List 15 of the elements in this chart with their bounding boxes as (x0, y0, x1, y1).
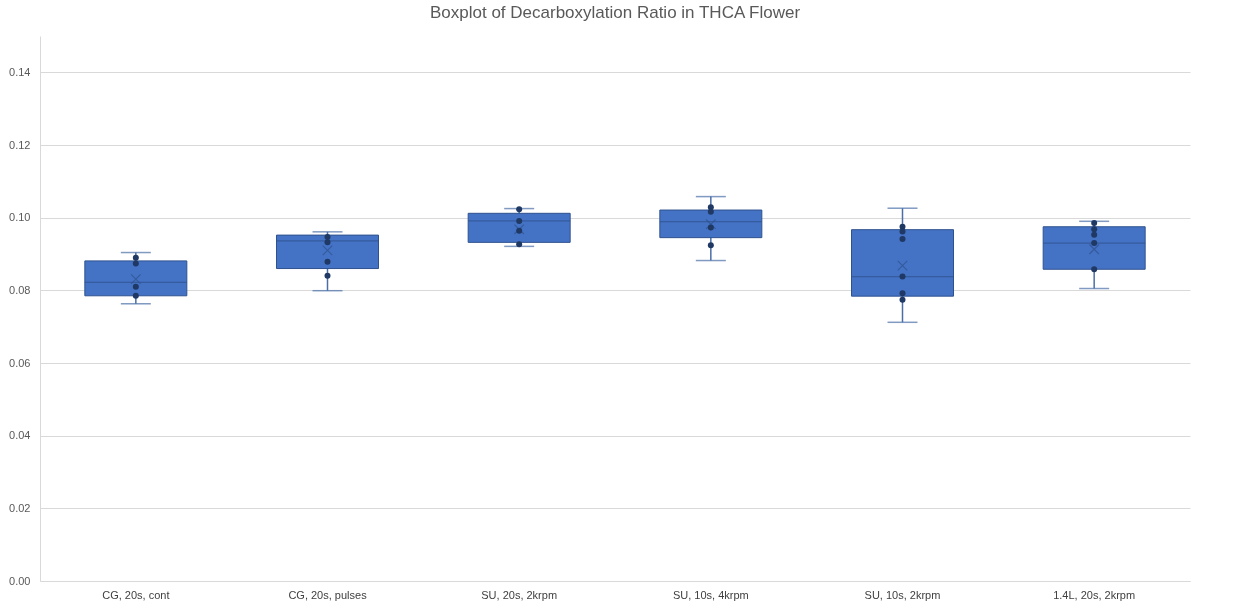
x-tick-label: SU, 20s, 2krpm (481, 588, 558, 601)
y-tick-label: 0.04 (9, 429, 31, 442)
y-tick-label: 0.10 (9, 211, 31, 224)
y-tick-label: 0.12 (9, 138, 31, 151)
x-tick-label: CG, 20s, cont (102, 588, 170, 601)
x-tick-label: CG, 20s, pulses (288, 588, 368, 601)
y-tick-label: 0.14 (9, 65, 31, 78)
y-tick-label: 0.06 (9, 356, 31, 369)
y-tick-label: 0.00 (9, 574, 31, 587)
x-tick-label: SU, 10s, 4krpm (672, 588, 749, 601)
y-tick-label: 0.02 (9, 501, 31, 514)
y-tick-label: 0.08 (9, 283, 31, 296)
chart-title: Boxplot of Decarboxylation Ratio in THCA Flower (429, 3, 801, 22)
x-tick-label: SU, 10s, 2krpm (864, 588, 941, 601)
x-tick-label: 1.4L, 20s, 2krpm (1053, 588, 1136, 601)
